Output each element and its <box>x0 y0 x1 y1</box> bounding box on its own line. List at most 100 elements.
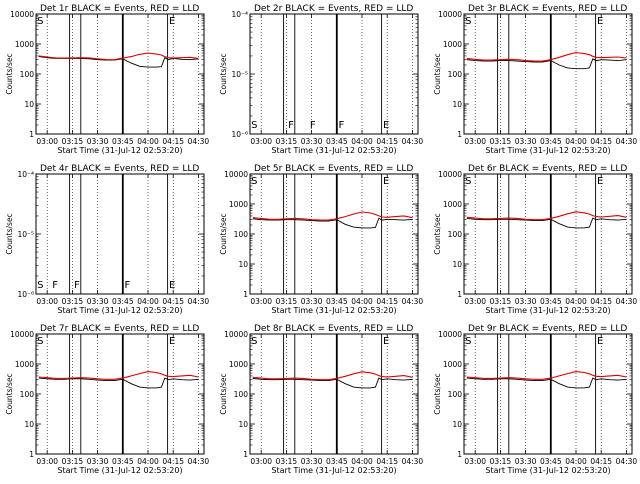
x-tick-label: 03:45 <box>540 297 562 306</box>
x-tick-label: 04:15 <box>376 297 398 306</box>
marker-label-s: S <box>465 176 471 187</box>
y-tick-label: 1 <box>243 450 248 459</box>
y-axis-label: Counts/sec <box>433 213 442 254</box>
x-tick-label: 03:30 <box>515 297 537 306</box>
y-tick-label: 1000 <box>15 40 34 49</box>
y-tick-label: 10000 <box>10 10 34 19</box>
marker-label-e: E <box>597 176 603 187</box>
x-tick-label: 04:00 <box>351 137 373 146</box>
x-tick-label: 03:45 <box>326 297 348 306</box>
y-tick-label: 10000 <box>224 170 248 179</box>
y-tick-label: 1000 <box>443 200 462 209</box>
y-tick-label: 1000 <box>229 360 248 369</box>
panel-1: Det 1r BLACK = Events, RED = LLD 03:00 03:… <box>5 4 209 155</box>
x-tick-label: 03:00 <box>36 297 58 306</box>
x-tick-label: 03:15 <box>276 297 298 306</box>
panel-4: Det 4r BLACK = Events, RED = LLD 03:00 03:… <box>5 164 209 315</box>
x-axis-label: Start Time (31-Jul-12 02:53:20) <box>57 306 182 315</box>
panel-7: Det 7r BLACK = Events, RED = LLD 03:00 03:… <box>5 324 209 475</box>
marker-label-s: S <box>37 16 43 27</box>
y-tick-label: 10⁻⁴ <box>231 10 248 19</box>
x-tick-label: 04:00 <box>565 457 587 466</box>
y-tick-label: 10000 <box>224 330 248 339</box>
y-axis-label: Counts/sec <box>219 373 228 414</box>
panel-title: Det 2r BLACK = Events, RED = LLD <box>254 4 413 14</box>
panel-title: Det 8r BLACK = Events, RED = LLD <box>254 324 413 334</box>
series-lld <box>252 371 413 381</box>
y-axis-label: Counts/sec <box>5 53 14 94</box>
series-lld <box>466 51 627 62</box>
y-tick-label: 100 <box>234 230 249 239</box>
panel-8: Det 8r BLACK = Events, RED = LLD 03:00 03:… <box>219 324 423 475</box>
x-tick-label: 04:30 <box>402 457 424 466</box>
y-tick-label: 10 <box>24 100 34 109</box>
marker-label-s: S <box>251 176 257 187</box>
marker-label-e: E <box>169 16 175 27</box>
y-tick-label: 10⁻⁶ <box>17 290 34 299</box>
y-tick-label: 100 <box>20 390 35 399</box>
x-tick-label: 03:15 <box>276 457 298 466</box>
marker-label-f: F <box>338 120 344 131</box>
x-tick-label: 04:30 <box>188 457 210 466</box>
marker-label-f: F <box>124 280 130 291</box>
series-lld <box>38 371 199 380</box>
panel-title: Det 1r BLACK = Events, RED = LLD <box>40 4 199 14</box>
y-tick-label: 1000 <box>15 360 34 369</box>
x-tick-label: 04:15 <box>162 457 184 466</box>
x-axis-label: Start Time (31-Jul-12 02:53:20) <box>485 466 610 475</box>
x-tick-label: 04:15 <box>376 457 398 466</box>
y-tick-label: 100 <box>234 390 249 399</box>
panel-2: Det 2r BLACK = Events, RED = LLD 03:00 03:… <box>219 4 423 155</box>
y-tick-label: 1 <box>243 290 248 299</box>
series-events <box>466 377 627 389</box>
x-tick-label: 04:30 <box>402 297 424 306</box>
plot-frame <box>35 13 205 135</box>
x-tick-label: 04:00 <box>137 137 159 146</box>
marker-label-s: S <box>465 16 471 27</box>
y-tick-label: 1000 <box>229 200 248 209</box>
x-tick-label: 03:00 <box>250 137 272 146</box>
x-axis-label: Start Time (31-Jul-12 02:53:20) <box>57 146 182 155</box>
y-axis-label: Counts/sec <box>433 53 442 94</box>
x-tick-label: 03:30 <box>515 137 537 146</box>
marker-label-e: E <box>383 176 389 187</box>
plot-frame <box>249 13 419 135</box>
plot-frame <box>249 333 419 455</box>
y-tick-label: 10 <box>24 420 34 429</box>
x-tick-label: 03:30 <box>301 457 323 466</box>
panel-6: Det 6r BLACK = Events, RED = LLD 03:00 03:… <box>433 164 637 315</box>
marker-label-f: F <box>52 280 58 291</box>
marker-label-f: F <box>310 120 316 131</box>
marker-label-e: E <box>169 280 175 291</box>
marker-label-e: E <box>597 16 603 27</box>
series-events <box>466 58 627 70</box>
x-tick-label: 04:15 <box>590 457 612 466</box>
x-tick-label: 04:30 <box>616 457 638 466</box>
x-tick-label: 03:45 <box>540 137 562 146</box>
marker-label-s: S <box>251 120 257 131</box>
x-axis-label: Start Time (31-Jul-12 02:53:20) <box>271 146 396 155</box>
panel-title: Det 9r BLACK = Events, RED = LLD <box>468 324 627 334</box>
x-tick-label: 03:15 <box>62 137 84 146</box>
y-tick-label: 1 <box>457 130 462 139</box>
y-tick-label: 1 <box>29 130 34 139</box>
y-tick-label: 10000 <box>10 330 34 339</box>
y-tick-label: 10⁻⁴ <box>17 170 34 179</box>
y-axis-label: Counts/sec <box>5 213 14 254</box>
plot-frame <box>463 173 633 295</box>
x-tick-label: 04:30 <box>616 297 638 306</box>
series-lld <box>38 52 199 61</box>
x-tick-label: 03:15 <box>276 137 298 146</box>
x-tick-label: 04:15 <box>590 297 612 306</box>
x-tick-label: 03:45 <box>112 457 134 466</box>
x-tick-label: 04:00 <box>137 297 159 306</box>
x-tick-label: 03:45 <box>112 297 134 306</box>
y-tick-label: 1000 <box>443 40 462 49</box>
x-tick-label: 04:30 <box>402 137 424 146</box>
y-tick-label: 1 <box>457 290 462 299</box>
y-tick-label: 1 <box>29 450 34 459</box>
series-lld <box>466 211 627 221</box>
y-tick-label: 100 <box>20 70 35 79</box>
x-tick-label: 03:00 <box>464 457 486 466</box>
x-tick-label: 03:15 <box>62 457 84 466</box>
